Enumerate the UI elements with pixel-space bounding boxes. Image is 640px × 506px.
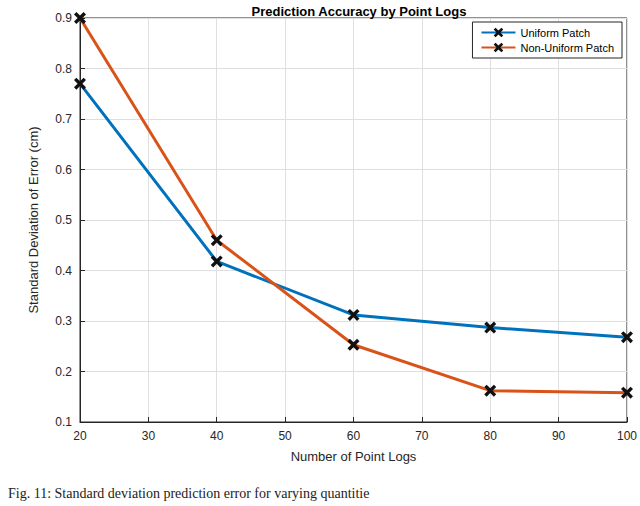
svg-text:40: 40 [210, 429, 224, 443]
svg-text:Prediction Accuracy by Point L: Prediction Accuracy by Point Logs [252, 4, 467, 19]
svg-text:30: 30 [142, 429, 156, 443]
svg-text:0.1: 0.1 [55, 415, 72, 429]
svg-text:Number of Point Logs: Number of Point Logs [291, 449, 417, 464]
svg-text:0.3: 0.3 [55, 314, 72, 328]
svg-text:100: 100 [617, 429, 637, 443]
svg-text:0.9: 0.9 [55, 11, 72, 25]
svg-text:0.6: 0.6 [55, 163, 72, 177]
svg-text:Uniform Patch: Uniform Patch [520, 27, 590, 39]
svg-text:60: 60 [347, 429, 361, 443]
svg-text:80: 80 [484, 429, 498, 443]
svg-text:Standard Deviation of Error (c: Standard Deviation of Error (cm) [26, 126, 41, 313]
svg-text:0.4: 0.4 [55, 264, 72, 278]
svg-text:0.5: 0.5 [55, 213, 72, 227]
svg-text:90: 90 [552, 429, 566, 443]
svg-text:0.8: 0.8 [55, 62, 72, 76]
svg-text:70: 70 [415, 429, 429, 443]
svg-text:20: 20 [73, 429, 87, 443]
svg-text:0.2: 0.2 [55, 365, 72, 379]
svg-text:0.7: 0.7 [55, 112, 72, 126]
svg-text:Non-Uniform Patch: Non-Uniform Patch [520, 42, 614, 54]
svg-text:Fig. 11: Standard deviation pr: Fig. 11: Standard deviation prediction e… [8, 486, 369, 501]
svg-text:50: 50 [278, 429, 292, 443]
